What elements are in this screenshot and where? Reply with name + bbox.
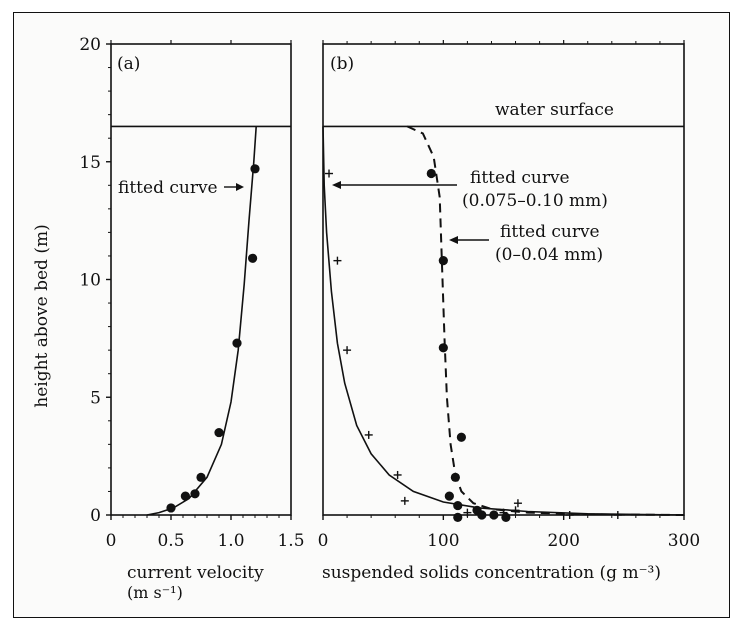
panel-b-dot-point-1 — [438, 256, 448, 266]
panel-b-dot-point-3 — [456, 432, 466, 442]
a-x-tick-label-0.5: 0.5 — [157, 531, 184, 551]
panel-b-dot-point-4 — [450, 472, 460, 482]
panel-b-dot-point-6 — [453, 500, 463, 511]
panel-a-ticks: 0 5 10 15 20 0 0.5 1.0 1.5 — [79, 35, 304, 551]
panel-b-fine-curve-arrowhead — [449, 236, 458, 244]
b-x-tick-label-200: 200 — [547, 531, 579, 551]
panel-b-dot-point-5 — [444, 491, 454, 501]
panel-b-plus-point-6 — [463, 508, 472, 517]
panel-b-dot-point-2 — [438, 343, 448, 353]
b-x-tick-label-300: 300 — [668, 531, 700, 551]
panel-b-plus-point-4 — [393, 470, 402, 479]
panel-b-plus-point-5 — [400, 496, 409, 505]
panel-a-point-5 — [232, 338, 242, 348]
panel-b-coarse-curve-label-line2: (0.075–0.10 mm) — [462, 191, 608, 211]
panel-b-x-axis-label: suspended solids concentration (g m⁻³) — [322, 563, 661, 583]
water-surface-label: water surface — [495, 100, 614, 120]
panel-b-fine-curve-label-line2: (0–0.04 mm) — [495, 245, 603, 265]
panel-b-plus-point-3 — [364, 430, 373, 439]
y-tick-label-15: 15 — [79, 153, 101, 173]
panel-b-fine-curve-label-line1: fitted curve — [500, 222, 600, 242]
y-tick-label-5: 5 — [90, 388, 101, 408]
panel-a-point-1 — [180, 491, 190, 501]
panel-b-plus-point-10 — [565, 511, 574, 519]
panel-b-dot-point-10 — [501, 512, 511, 522]
panel-a-curve-label: fitted curve — [118, 178, 218, 198]
panel-a-plot-area — [110, 43, 292, 516]
a-x-tick-label-0: 0 — [106, 531, 117, 551]
panel-b-label: (b) — [330, 54, 354, 74]
b-x-tick-label-0: 0 — [318, 531, 329, 551]
panel-a-point-0 — [166, 503, 176, 513]
panel-a-point-7 — [250, 164, 260, 174]
panel-b-plus-point-11 — [613, 511, 622, 519]
a-x-tick-label-1.5: 1.5 — [277, 531, 304, 551]
panel-a-point-2 — [190, 489, 200, 499]
panel-a-point-3 — [196, 472, 206, 482]
y-tick-label-10: 10 — [79, 271, 101, 291]
panel-b-plus-point-0 — [325, 169, 334, 178]
y-tick-label-0: 0 — [90, 506, 101, 526]
panel-a-x-axis-label-line2: (m s⁻¹) — [127, 583, 183, 602]
b-x-tick-label-100: 100 — [427, 531, 459, 551]
panel-a-label: (a) — [117, 54, 140, 74]
panel-b-dot-point-0 — [426, 168, 436, 179]
panel-b-coarse-curve-label-line1: fitted curve — [470, 168, 570, 188]
panel-b-dot-point-8 — [477, 510, 487, 520]
panel-b-dot-point-11 — [453, 512, 463, 522]
panel-a-point-6 — [248, 253, 258, 263]
panel-a-point-4 — [214, 427, 224, 438]
a-x-tick-label-1.0: 1.0 — [217, 531, 244, 551]
panel-b-dot-point-9 — [489, 510, 499, 520]
y-tick-label-20: 20 — [79, 35, 101, 55]
panel-b-plus-point-9 — [511, 506, 520, 515]
panel-a-x-axis-label-line1: current velocity — [127, 563, 264, 583]
y-axis-label: height above bed (m) — [32, 224, 52, 407]
panel-a-points — [166, 164, 260, 513]
panel-b-plus-point-2 — [343, 346, 352, 355]
panel-b-ticks: 0 100 200 300 — [318, 40, 700, 551]
panel-b-plus-point-8 — [513, 499, 522, 508]
panel-b-points — [325, 168, 622, 522]
panel-a-curve-arrowhead — [236, 183, 244, 191]
panel-b-coarse-curve-arrowhead — [332, 181, 341, 189]
panel-b-plus-point-1 — [333, 256, 342, 265]
